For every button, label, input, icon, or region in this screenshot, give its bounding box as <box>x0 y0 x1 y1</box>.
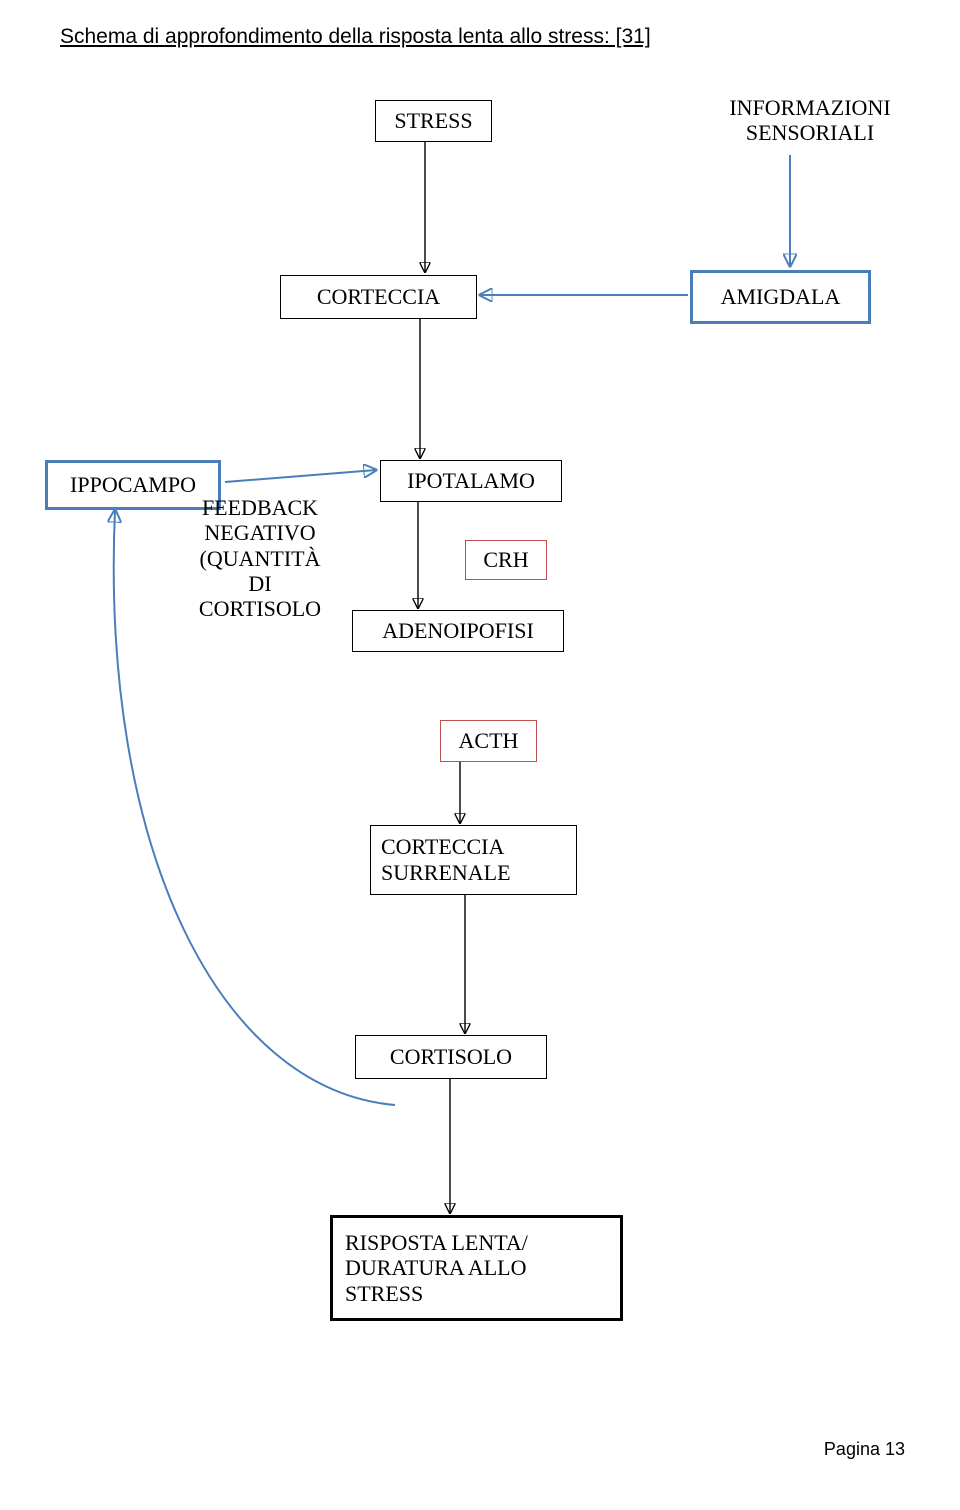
arrow-ippocampo-ipotalamo <box>225 470 376 482</box>
node-risposta-lenta: RISPOSTA LENTA/DURATURA ALLOSTRESS <box>330 1215 623 1321</box>
node-label: CORTECCIASURRENALE <box>381 834 511 886</box>
node-stress: STRESS <box>375 100 492 142</box>
node-label: AMIGDALA <box>721 284 841 310</box>
node-crh: CRH <box>465 540 547 580</box>
page: Schema di approfondimento della risposta… <box>0 0 960 1510</box>
node-acth: ACTH <box>440 720 537 762</box>
node-feedback-text: FEEDBACKNEGATIVO(QUANTITÀDICORTISOLO <box>180 495 340 621</box>
node-label: CORTISOLO <box>390 1044 512 1070</box>
node-label: STRESS <box>394 108 472 134</box>
node-label: ADENOIPOFISI <box>382 618 534 644</box>
page-number: Pagina 13 <box>824 1439 905 1460</box>
node-corteccia: CORTECCIA <box>280 275 477 319</box>
node-label: ACTH <box>459 728 519 754</box>
page-title: Schema di approfondimento della risposta… <box>60 25 651 49</box>
node-label: IPOTALAMO <box>407 468 535 494</box>
node-ipotalamo: IPOTALAMO <box>380 460 562 502</box>
node-corteccia-surrenale: CORTECCIASURRENALE <box>370 825 577 895</box>
node-label: CORTECCIA <box>317 284 440 310</box>
node-label: IPPOCAMPO <box>70 472 196 498</box>
node-cortisolo: CORTISOLO <box>355 1035 547 1079</box>
node-label: INFORMAZIONISENSORIALI <box>729 95 890 145</box>
node-label: FEEDBACKNEGATIVO(QUANTITÀDICORTISOLO <box>199 495 321 621</box>
node-label: RISPOSTA LENTA/DURATURA ALLOSTRESS <box>345 1230 528 1306</box>
node-label: CRH <box>483 547 528 573</box>
node-amigdala: AMIGDALA <box>690 270 871 324</box>
node-adenoipofisi: ADENOIPOFISI <box>352 610 564 652</box>
node-informazioni-sensoriali: INFORMAZIONISENSORIALI <box>700 95 920 146</box>
